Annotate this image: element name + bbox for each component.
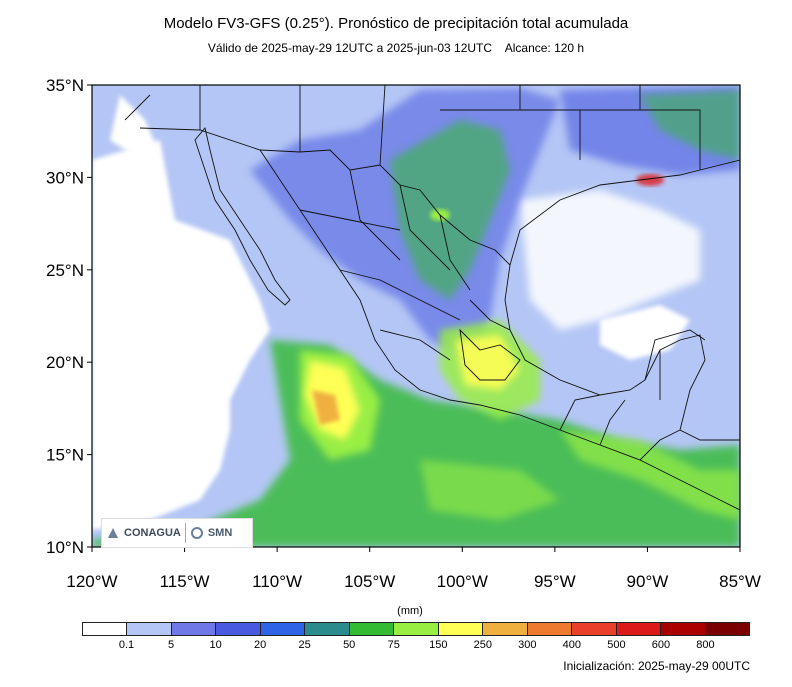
colorbar-swatch [260,623,306,635]
colorbar-swatch [527,623,573,635]
colorbar-swatch [305,623,350,635]
colorbar-tick-label: 5 [168,639,175,651]
colorbar [82,622,750,636]
colorbar-swatch [171,623,217,635]
colorbar-tick-label: 25 [298,639,311,651]
agency-logos: CONAGUA SMN [101,518,253,548]
initialization-label: Inicialización: 2025-may-29 00UTC [563,659,750,673]
lat-label: 30°N [46,168,84,187]
colorbar-swatch [349,623,395,635]
colorbar-swatch [394,623,439,635]
colorbar-tick-label: 10 [209,639,222,651]
colorbar-tick-label: 150 [429,639,448,651]
colorbar-tick-label: 250 [473,639,492,651]
colorbar-swatch [616,623,662,635]
logo-divider [184,523,186,543]
precipitation-map: 35°N 30°N 25°N 20°N 15°N 10°N 120°W 115°W 110°W 1… [46,76,761,591]
colorbar-tick-label: 600 [651,639,671,651]
colorbar-swatch [572,623,617,635]
lon-label: 110°W [252,572,302,591]
lon-label: 90°W [627,572,669,591]
colorbar-tick-label: 50 [343,639,356,651]
map-frame [91,84,741,548]
smn-logo-text: SMN [207,527,233,539]
conagua-logo-text: CONAGUA [124,527,181,539]
colorbar-swatch [83,623,128,635]
map-subtitle: Válido de 2025-may-29 12UTC a 2025-jun-0… [207,41,585,55]
lon-label: 95°W [534,572,576,591]
lat-label: 35°N [46,76,84,95]
smn-logo-icon [190,527,203,539]
map-axes: 35°N 30°N 25°N 20°N 15°N 10°N 120°W 115°W 110°W 1… [46,76,761,591]
lat-label: 25°N [46,261,84,280]
colorbar-swatch [661,623,706,635]
colorbar-tick-label: 75 [387,639,400,651]
lon-label: 120°W [66,572,117,591]
colorbar-tick-label: 300 [518,639,537,651]
lat-label: 10°N [46,538,84,557]
lon-label: 100°W [437,572,488,591]
colorbar-tick-label: 0.1 [118,639,135,651]
colorbar-swatch [216,623,261,635]
colorbar-swatch [483,623,528,635]
colorbar-tick-label: 20 [254,639,267,651]
colorbar-swatch [127,623,172,635]
lon-label: 115°W [160,572,210,591]
lat-label: 20°N [46,353,84,372]
map-title: Modelo FV3-GFS (0.25°). Pronóstico de pr… [163,15,629,32]
conagua-logo-icon [108,528,118,538]
colorbar-unit: (mm) [397,605,423,617]
coastlines [124,85,740,511]
colorbar-ticks: 0.1 5 10 20 25 50 75 150 250 300 400 500 600 800 [82,639,750,653]
colorbar-tick-label: 800 [696,639,715,651]
lat-label: 15°N [46,446,84,465]
lon-label: 85°W [719,572,761,591]
colorbar-tick-label: 400 [562,639,582,651]
precip-field [92,85,740,547]
lon-label: 105°W [344,572,395,591]
colorbar-tick-label: 500 [607,639,626,651]
colorbar-swatch [705,623,750,635]
colorbar-swatch [438,623,484,635]
